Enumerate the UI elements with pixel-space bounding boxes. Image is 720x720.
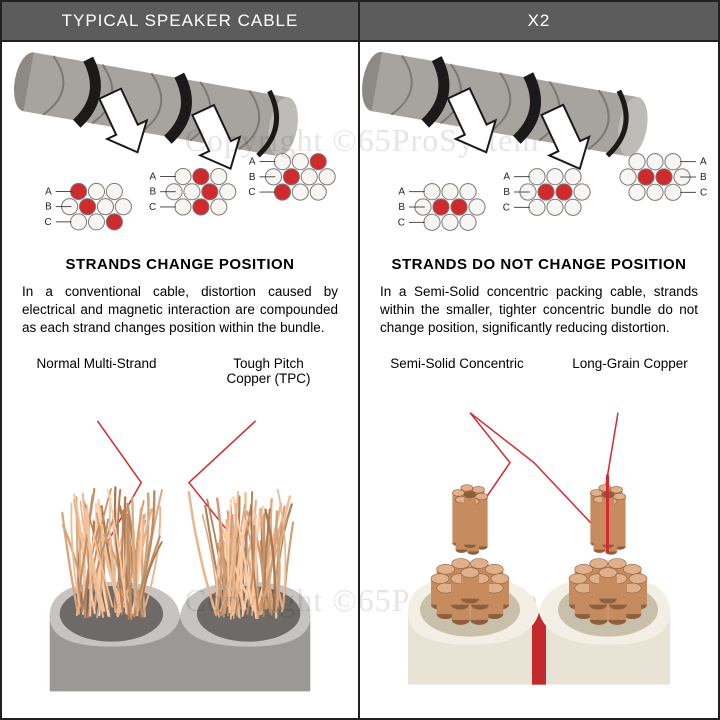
svg-text:B: B <box>398 202 405 213</box>
left-column: TYPICAL SPEAKER CABLE ABCABCA <box>2 2 360 718</box>
right-subheading: STRANDS DO NOT CHANGE POSITION <box>360 252 718 283</box>
left-bottom-diagram <box>2 386 358 718</box>
right-column: X2 ABCABCABC STRANDS DO NOT CHANGE POSIT… <box>360 2 718 718</box>
svg-text:B: B <box>503 187 510 198</box>
right-bottom-label-2: Long-Grain Copper <box>572 356 688 371</box>
right-header: X2 <box>360 2 718 42</box>
svg-text:A: A <box>503 172 510 183</box>
svg-text:B: B <box>45 202 52 213</box>
svg-text:C: C <box>398 217 405 228</box>
svg-text:C: C <box>248 187 255 198</box>
left-bottom-labels: Normal Multi-Strand Tough Pitch Copper (… <box>2 348 358 386</box>
right-top-diagram: ABCABCABC <box>360 42 718 252</box>
right-bottom-diagram <box>360 371 718 718</box>
left-bottom-label-1: Normal Multi-Strand <box>36 356 156 386</box>
svg-text:A: A <box>249 157 256 168</box>
left-header: TYPICAL SPEAKER CABLE <box>2 2 358 42</box>
svg-text:A: A <box>149 172 156 183</box>
left-top-diagram: ABCABCABC <box>2 42 358 252</box>
svg-text:A: A <box>45 186 52 197</box>
right-bottom-label-1: Semi-Solid Concentric <box>390 356 524 371</box>
svg-text:B: B <box>249 172 256 183</box>
svg-text:A: A <box>700 157 707 168</box>
left-subheading: STRANDS CHANGE POSITION <box>2 252 358 283</box>
right-bottom-labels: Semi-Solid Concentric Long-Grain Copper <box>360 348 718 371</box>
left-bottom-label-2: Tough Pitch Copper (TPC) <box>214 356 324 386</box>
left-cross-sections: ABCABCABC <box>45 154 336 230</box>
svg-text:A: A <box>398 187 405 198</box>
svg-text:C: C <box>149 202 156 213</box>
svg-text:C: C <box>700 187 707 198</box>
svg-text:C: C <box>503 202 510 213</box>
right-cross-sections: ABCABCABC <box>398 154 707 231</box>
svg-text:B: B <box>149 187 156 198</box>
right-body: In a Semi-Solid concentric packing cable… <box>360 283 718 348</box>
svg-text:B: B <box>700 172 707 183</box>
left-body: In a conventional cable, distortion caus… <box>2 283 358 348</box>
svg-text:C: C <box>45 217 52 228</box>
